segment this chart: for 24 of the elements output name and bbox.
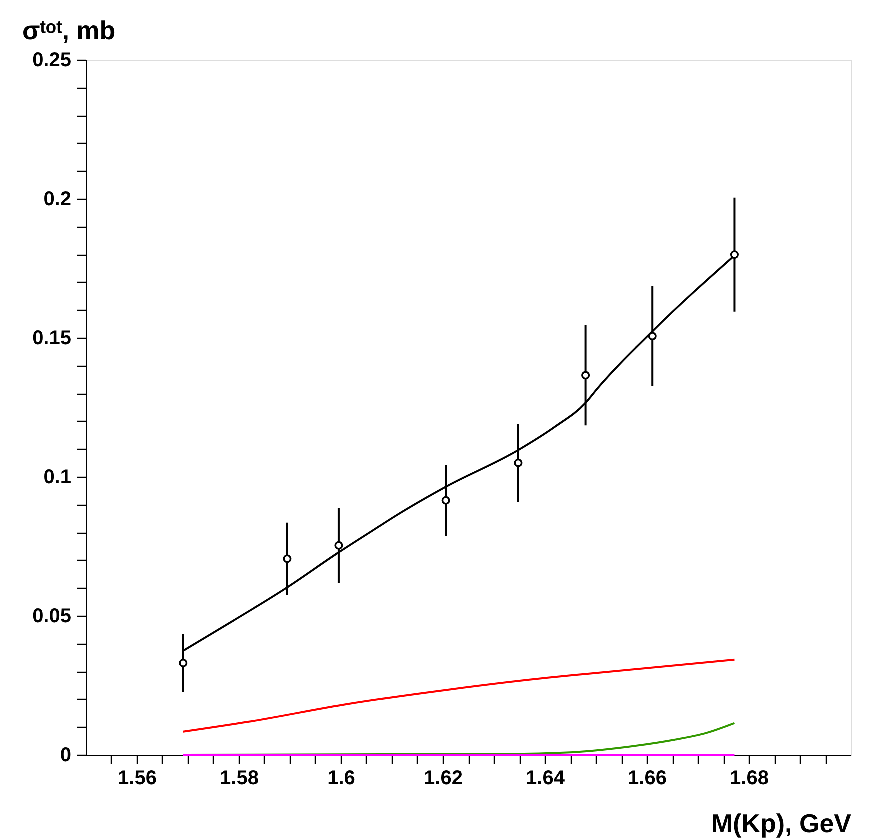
y-tick-label: 0.2 [44,188,72,210]
point [334,541,344,550]
x-tick-label: 1.68 [730,768,769,790]
x-tick-label: 1.62 [424,768,463,790]
y-axis-title: σᵗᵒᵗ, mb [22,16,116,46]
point [179,659,188,668]
y-tick-label: 0.05 [32,606,72,628]
x-tick-label: 1.6 [328,768,356,790]
y-tick-label: 0.1 [44,466,72,488]
x-tick-label: 1.66 [628,768,667,790]
point [514,458,523,468]
line-series [182,658,736,733]
point [283,554,292,564]
x-axis-title: M(Kp), GeV [711,808,852,838]
point [730,250,739,260]
y-tick-label: 0.25 [32,50,72,72]
x-tick-label: 1.56 [118,768,157,790]
y-tick-label: 0 [60,744,72,766]
x-tick-label: 1.64 [526,768,566,790]
y-tick-label: 0.15 [32,328,72,350]
x-tick-label: 1.58 [220,768,259,790]
point [582,371,590,380]
point [442,496,450,505]
point [648,332,657,341]
